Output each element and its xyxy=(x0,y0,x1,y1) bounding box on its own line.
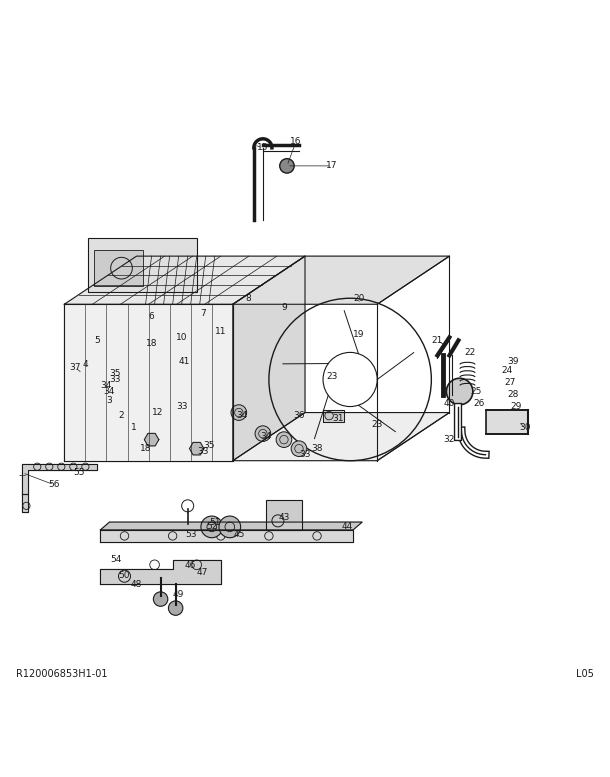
Text: 44: 44 xyxy=(342,522,353,531)
Circle shape xyxy=(255,426,271,441)
Text: 47: 47 xyxy=(197,567,209,577)
Text: 45: 45 xyxy=(233,530,245,538)
Text: 2: 2 xyxy=(119,411,124,420)
Text: 8: 8 xyxy=(245,294,251,303)
Text: 19: 19 xyxy=(353,330,365,339)
Text: 7: 7 xyxy=(200,308,206,318)
Text: 34: 34 xyxy=(104,387,115,396)
Polygon shape xyxy=(233,256,450,305)
Text: 31: 31 xyxy=(332,414,344,423)
Text: 4: 4 xyxy=(82,360,88,369)
Text: 36: 36 xyxy=(293,411,305,420)
Circle shape xyxy=(276,432,292,448)
Text: 11: 11 xyxy=(215,327,226,336)
Polygon shape xyxy=(101,522,362,530)
Text: 34: 34 xyxy=(260,432,271,441)
Text: 52: 52 xyxy=(206,522,217,531)
Text: 20: 20 xyxy=(353,294,365,303)
Text: 1: 1 xyxy=(131,423,137,432)
Text: 48: 48 xyxy=(131,580,142,588)
Text: 17: 17 xyxy=(326,162,338,170)
Text: 24: 24 xyxy=(501,366,512,375)
Circle shape xyxy=(153,592,168,606)
Bar xyxy=(64,305,233,461)
Text: 32: 32 xyxy=(443,435,455,444)
Text: 27: 27 xyxy=(504,378,515,387)
Text: 35: 35 xyxy=(110,369,121,378)
Text: 43: 43 xyxy=(278,514,290,522)
Polygon shape xyxy=(190,442,204,455)
Text: 41: 41 xyxy=(179,357,190,366)
Text: 25: 25 xyxy=(471,387,482,396)
Text: 37: 37 xyxy=(70,363,81,372)
Text: 12: 12 xyxy=(152,408,163,417)
Text: 21: 21 xyxy=(432,336,443,345)
Text: 51: 51 xyxy=(209,517,220,527)
Text: R120006853H1-01: R120006853H1-01 xyxy=(16,668,108,678)
Circle shape xyxy=(168,601,183,615)
Text: 50: 50 xyxy=(119,570,131,580)
Text: 39: 39 xyxy=(507,357,518,366)
Bar xyxy=(95,250,143,286)
Circle shape xyxy=(231,405,246,420)
Circle shape xyxy=(280,159,294,173)
Circle shape xyxy=(219,516,240,538)
Text: 33: 33 xyxy=(176,402,187,411)
Bar xyxy=(88,238,196,292)
Text: 40: 40 xyxy=(443,399,455,408)
Text: 49: 49 xyxy=(173,590,184,599)
Text: 15: 15 xyxy=(257,143,268,152)
Polygon shape xyxy=(64,305,233,461)
Polygon shape xyxy=(233,413,450,461)
Polygon shape xyxy=(145,434,159,446)
Polygon shape xyxy=(22,494,28,512)
Text: 16: 16 xyxy=(290,138,302,146)
Text: 23: 23 xyxy=(326,372,338,381)
Text: 26: 26 xyxy=(474,399,485,408)
Text: 10: 10 xyxy=(176,333,187,342)
Circle shape xyxy=(447,378,473,405)
Text: 30: 30 xyxy=(519,423,530,432)
Bar xyxy=(266,500,302,530)
Text: 34: 34 xyxy=(101,381,112,390)
Text: 33: 33 xyxy=(300,450,310,459)
Polygon shape xyxy=(323,409,344,422)
Text: 28: 28 xyxy=(507,390,518,399)
Text: 33: 33 xyxy=(110,375,121,384)
Text: 38: 38 xyxy=(311,444,323,453)
Text: 55: 55 xyxy=(74,469,85,477)
Text: 35: 35 xyxy=(203,441,215,450)
Text: 29: 29 xyxy=(510,402,522,411)
Text: 54: 54 xyxy=(110,556,121,564)
Bar xyxy=(486,409,528,434)
Polygon shape xyxy=(101,560,221,584)
Text: 56: 56 xyxy=(48,480,60,490)
Text: 46: 46 xyxy=(185,562,196,570)
Circle shape xyxy=(201,516,223,538)
Polygon shape xyxy=(22,464,98,494)
Text: 22: 22 xyxy=(465,348,476,357)
Circle shape xyxy=(291,441,307,457)
Text: 23: 23 xyxy=(371,420,383,429)
Text: 18: 18 xyxy=(140,444,151,453)
Text: 34: 34 xyxy=(236,411,248,420)
Text: 5: 5 xyxy=(95,336,100,345)
Polygon shape xyxy=(64,256,305,305)
Text: 53: 53 xyxy=(185,530,196,538)
Text: 18: 18 xyxy=(146,339,157,348)
Text: L05: L05 xyxy=(576,668,594,678)
Text: 6: 6 xyxy=(149,312,154,321)
Polygon shape xyxy=(101,530,353,542)
Text: 3: 3 xyxy=(107,396,112,405)
Text: 9: 9 xyxy=(281,303,287,312)
Polygon shape xyxy=(233,256,305,461)
Text: 33: 33 xyxy=(197,448,209,456)
